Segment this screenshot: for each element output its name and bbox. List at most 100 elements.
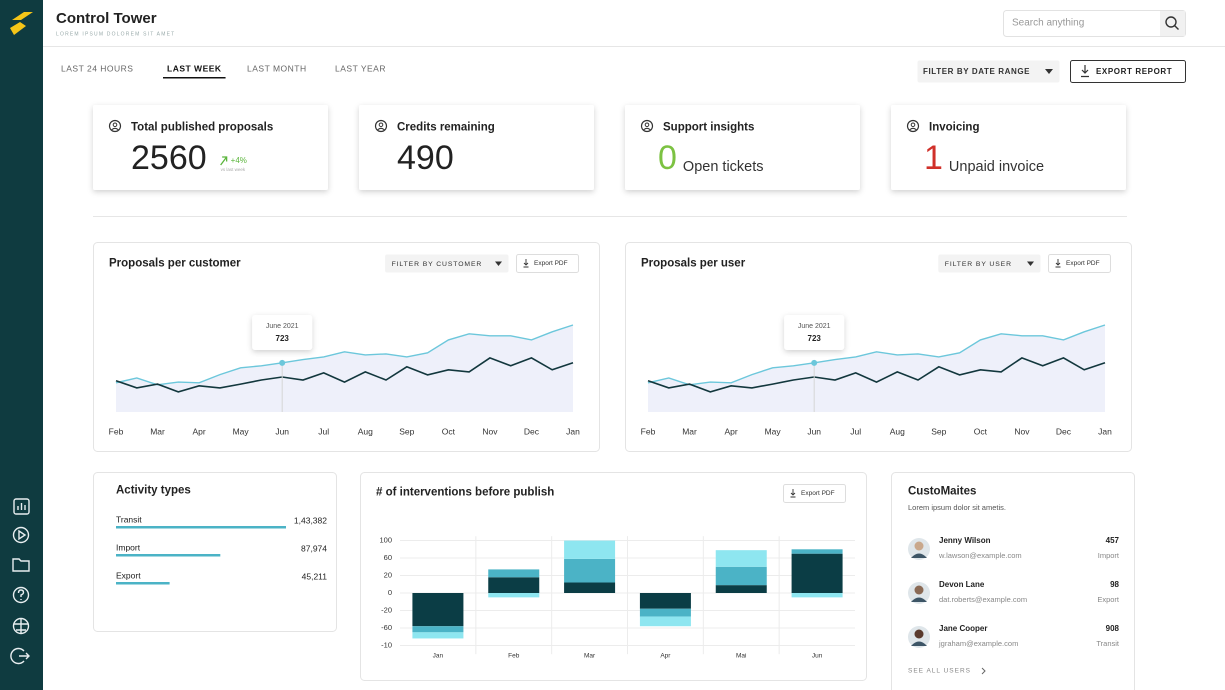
user-name: Jenny Wilson — [939, 536, 991, 545]
tab[interactable]: LAST 24 HOURS — [61, 63, 133, 73]
kpi-value: 490 — [397, 139, 454, 177]
user-icon — [640, 119, 654, 133]
bar-segment — [791, 549, 843, 554]
bar-segment — [639, 608, 691, 617]
user-icon-body — [909, 127, 917, 131]
tab[interactable]: LAST MONTH — [247, 63, 307, 73]
x-tick-label: Jun — [812, 653, 823, 660]
user-icon-head — [910, 122, 916, 128]
x-tick-label: Oct — [442, 426, 456, 436]
x-tick-label: Mar — [682, 426, 697, 436]
area — [116, 325, 573, 412]
icon-reports-bars — [17, 503, 26, 510]
user-icon-head — [378, 122, 384, 128]
bar-segment — [488, 577, 540, 593]
kpi-note: vs last week — [221, 167, 246, 172]
tooltip-value: 723 — [808, 334, 822, 343]
x-tick-label: Mar — [150, 426, 165, 436]
icon-reports[interactable] — [13, 498, 30, 515]
search-box[interactable] — [1003, 10, 1186, 37]
x-tick-label: Dec — [524, 426, 540, 436]
bar-segment — [715, 566, 767, 586]
date-filter-label: FILTER BY DATE RANGE — [923, 67, 1030, 76]
user-name: Jane Cooper — [939, 624, 987, 633]
caret — [495, 261, 502, 266]
icon-globe-lines — [14, 618, 28, 634]
user-icon-head — [112, 122, 118, 128]
bar-segment — [488, 569, 540, 578]
bar-segment — [412, 632, 464, 639]
filter-dropdown[interactable] — [938, 254, 1041, 273]
search-button[interactable] — [1160, 11, 1185, 36]
export-pdf-button[interactable] — [1048, 254, 1111, 273]
kpi-title: Invoicing — [929, 122, 979, 134]
kpi-card — [359, 105, 594, 190]
bar-segment — [791, 553, 843, 593]
logo[interactable] — [10, 12, 33, 35]
avatar-body — [911, 597, 927, 602]
icon-help[interactable] — [12, 586, 30, 604]
user-value: 457 — [1106, 536, 1120, 545]
value-label: 1,43,382 — [294, 515, 327, 525]
tab[interactable]: LAST YEAR — [335, 63, 386, 73]
tooltip — [252, 315, 313, 350]
icon-play — [18, 529, 27, 541]
x-tick-label: Jan — [433, 653, 444, 660]
kpi-value: 2560 — [131, 139, 207, 177]
x-tick-label: Mai — [736, 653, 746, 660]
app-subtitle: LOREM IPSUM DOLOREM SIT AMET — [56, 31, 175, 37]
user-name: Devon Lane — [939, 580, 985, 589]
kpi-label: Unpaid invoice — [949, 159, 1044, 175]
y-tick-label: 20 — [384, 571, 392, 580]
x-tick-label: Sep — [399, 426, 414, 436]
caret — [1027, 261, 1034, 266]
search-icon-handle — [1174, 25, 1179, 30]
user-type: Export — [1097, 595, 1120, 604]
x-tick-label: Feb — [508, 653, 520, 660]
icon-help-mark — [17, 589, 25, 600]
x-tick-label: Jul — [318, 426, 329, 436]
y-tick-label: 60 — [384, 553, 392, 562]
user-email: dat.roberts@example.com — [939, 595, 1027, 604]
user-icon — [374, 119, 388, 133]
download-icon — [790, 489, 796, 498]
x-tick-label: Apr — [660, 653, 671, 660]
area — [648, 325, 1105, 412]
icon-history[interactable] — [12, 526, 30, 544]
panel — [93, 472, 337, 632]
chart-title: Proposals per user — [641, 258, 746, 270]
x-tick-label: Sep — [931, 426, 946, 436]
export-report-button[interactable] — [1070, 60, 1186, 83]
icon-logout[interactable] — [10, 647, 30, 665]
see-all-link[interactable]: SEE ALL USERS — [908, 668, 971, 675]
x-tick-label: May — [765, 426, 782, 436]
export-pdf-label: Export PDF — [1066, 260, 1100, 267]
app-title: Control Tower — [56, 10, 157, 27]
chart-title: Activity types — [116, 485, 191, 497]
line — [647, 357, 1106, 393]
filter-dropdown[interactable] — [385, 254, 509, 273]
tooltip — [784, 315, 845, 350]
x-tick-label: Dec — [1056, 426, 1072, 436]
sidebar-icons — [10, 498, 30, 665]
tooltip-title: June 2021 — [798, 323, 831, 330]
bar-segment — [639, 616, 691, 627]
download-icon — [523, 259, 529, 268]
user-icon-body — [643, 127, 651, 131]
date-filter[interactable] — [917, 60, 1060, 83]
user-value: 98 — [1110, 580, 1119, 589]
user-icon — [906, 119, 920, 133]
kpi-title: Credits remaining — [397, 122, 495, 134]
kpi-card — [93, 105, 328, 190]
panel-subtitle: Lorem ipsum dolor sit ametis. — [908, 503, 1006, 512]
export-pdf-button[interactable] — [516, 254, 579, 273]
export-pdf-button[interactable] — [783, 484, 846, 503]
chevron — [981, 667, 986, 675]
bar — [116, 526, 286, 529]
search-icon — [1165, 16, 1177, 28]
icon-folder[interactable] — [12, 558, 30, 572]
tab[interactable]: LAST WEEK — [167, 63, 222, 73]
bar-segment — [412, 626, 464, 633]
line — [115, 324, 574, 386]
